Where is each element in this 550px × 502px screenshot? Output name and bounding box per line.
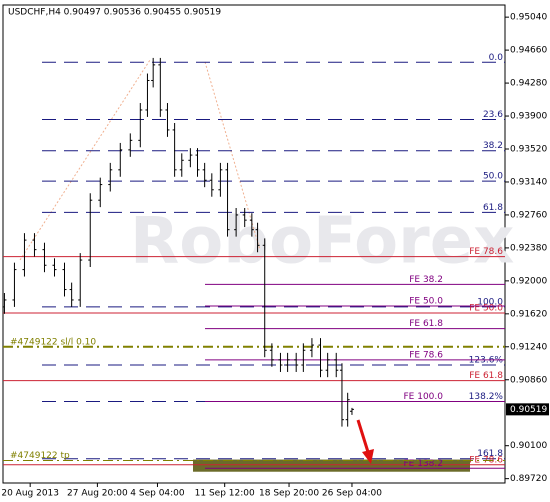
y-tick-label: 0.94280 [510,79,547,89]
x-tick-label: 27 Aug 20:00 [67,489,128,499]
y-tick-label: 0.94660 [510,46,547,56]
level-label: FE 78.6 [409,350,443,360]
x-tick-label: 4 Sep 04:00 [130,489,185,499]
y-tick-label: 0.91620 [510,309,547,319]
x-tick-label: 26 Sep 04:00 [322,489,382,499]
y-tick-label: 0.92760 [510,210,547,220]
y-tick-label: 0.90860 [510,375,547,385]
level-label: 161.8 [477,449,503,459]
level-label: 23.6 [483,110,503,120]
level-label: FE 50.0 [469,303,503,313]
y-tick-label: 0.95040 [510,13,547,23]
price-label: 0.90519 [510,405,547,415]
chart-title: USDCHF,H4 0.90497 0.90536 0.90455 0.9051… [8,8,221,18]
level-label: 0.0 [489,53,504,63]
level-label: 38.2 [483,141,503,151]
level-label: 50.0 [483,172,503,182]
y-tick-label: 0.93900 [510,112,547,122]
watermark: RoboForex [130,205,514,279]
level-label: 123.6% [469,356,504,366]
level-label: 100.0 [477,297,503,307]
level-label: FE 78.6 [469,247,503,257]
y-tick-label: 0.93140 [510,177,547,187]
price-box [506,403,549,416]
level-label: 61.8 [483,203,503,213]
level-label: FE 61.8 [469,371,503,381]
y-tick-label: 0.93520 [510,145,547,155]
level-label: FE 138.2 [404,459,444,469]
arrow [356,419,370,453]
x-tick-label: 11 Sep 12:00 [195,489,255,499]
level-label: FE 38.2 [409,275,443,285]
level-label: FE 50.0 [409,297,443,307]
level-label: #4749122 tp [10,451,70,461]
plot-frame [2,4,506,484]
level-label: #4749122 sl/l 0.10 [10,337,96,347]
y-tick-label: 0.89720 [510,474,547,484]
x-tick-label: 18 Sep 20:00 [259,489,319,499]
y-tick-label: 0.90100 [510,441,547,451]
level-label: FE 100.0 [404,392,444,402]
zigzag [204,61,261,251]
y-tick-label: 0.92000 [510,276,547,286]
y-tick-label: 0.92380 [510,243,547,253]
level-label: FE 61.8 [409,319,443,329]
level-label: 138.2% [469,392,504,402]
y-tick-label: 0.91240 [510,342,547,352]
x-tick-label: 20 Aug 2013 [1,489,59,499]
arrow-head [362,449,374,464]
